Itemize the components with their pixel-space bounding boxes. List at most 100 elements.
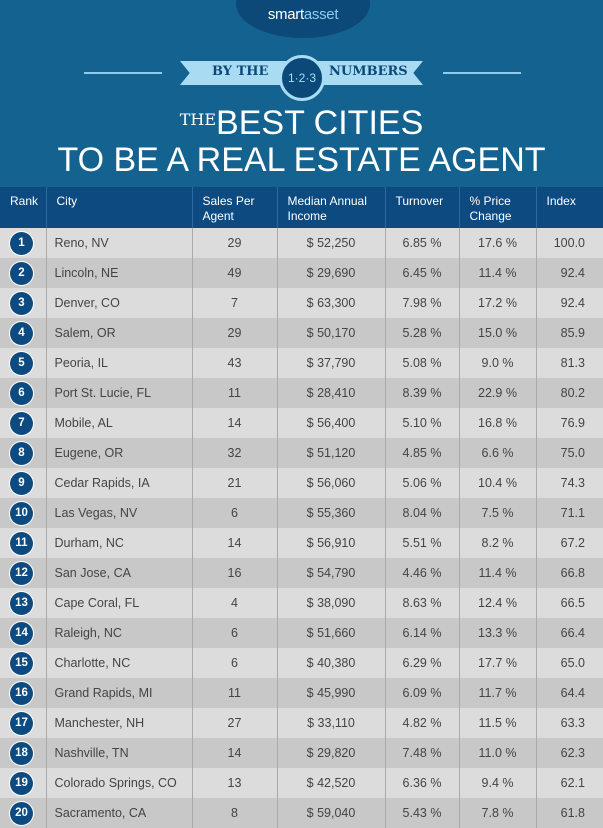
cell-index: 92.4 <box>535 288 603 318</box>
cell-sales-per-agent: 6 <box>191 648 277 678</box>
cell-price-change-text: 12.4 % <box>478 596 517 610</box>
rank-badge: 11 <box>10 531 33 555</box>
cell-price-change: 10.4 % <box>458 468 536 498</box>
cell-sales-per-agent-text: 27 <box>227 716 242 730</box>
table-row: 8 Eugene, OR 32 $ 51,120 4.85 % 6.6 % 75.0 <box>0 438 603 468</box>
table-row: 16 Grand Rapids, MI 11 $ 45,990 6.09 % 11.7 %… <box>0 678 603 708</box>
rank-badge: 3 <box>10 291 33 315</box>
cell-index: 63.3 <box>535 708 603 738</box>
cell-sales-per-agent-text: 49 <box>227 266 242 280</box>
cell-price-change-text: 7.8 % <box>481 806 514 820</box>
cell-price-change: 17.6 % <box>458 228 536 258</box>
cell-turnover: 7.98 % <box>384 288 459 318</box>
logo-asset: asset <box>303 6 339 23</box>
cell-turnover-text: 6.14 % <box>402 626 442 640</box>
cell-index: 76.9 <box>535 408 603 438</box>
rank-badge: 5 <box>10 351 33 375</box>
cell-turnover: 5.10 % <box>384 408 459 438</box>
cell-median-income-text: $ 38,090 <box>306 596 356 610</box>
cell-index-text: 100.0 <box>553 236 585 250</box>
numbers-badge: 1·2·3 <box>279 55 325 101</box>
cell-turnover-text: 5.10 % <box>402 416 442 430</box>
logo-smart: smart <box>267 6 304 23</box>
header-turnover: Turnover <box>384 187 459 228</box>
table-row: 2 Lincoln, NE 49 $ 29,690 6.45 % 11.4 % 92.4 <box>0 258 603 288</box>
rank-badge: 7 <box>10 411 33 435</box>
cell-price-change-text: 11.5 % <box>478 716 517 730</box>
cell-price-change-text: 7.5 % <box>481 506 514 520</box>
cell-median-income-text: $ 40,380 <box>306 656 356 670</box>
rank-badge: 17 <box>10 711 33 735</box>
cell-price-change-text: 6.6 % <box>481 446 514 460</box>
cell-turnover: 5.51 % <box>384 528 459 558</box>
cell-sales-per-agent: 29 <box>191 228 277 258</box>
cell-price-change-text: 8.2 % <box>481 536 514 550</box>
cell-price-change-text: 13.3 % <box>478 626 517 640</box>
rank-badge: 18 <box>10 741 33 765</box>
cell-rank: 2 <box>0 258 46 288</box>
cell-median-income: $ 40,380 <box>276 648 385 678</box>
table-row: 19 Colorado Springs, CO 13 $ 42,520 6.36 % 9.… <box>0 768 603 798</box>
cell-rank: 1 <box>0 228 46 258</box>
rank-badge: 16 <box>10 681 33 705</box>
cell-price-change: 11.4 % <box>458 258 536 288</box>
cell-median-income: $ 45,990 <box>276 678 385 708</box>
cell-index-text: 61.8 <box>560 806 585 820</box>
cell-index-text: 74.3 <box>560 476 585 490</box>
table-row: 9 Cedar Rapids, IA 21 $ 56,060 5.06 % 10.4 % 7… <box>0 468 603 498</box>
cell-turnover-text: 5.08 % <box>402 356 442 370</box>
cell-median-income: $ 54,790 <box>276 558 385 588</box>
cell-median-income-text: $ 29,820 <box>306 746 356 760</box>
cell-rank: 15 <box>0 648 46 678</box>
cell-turnover-text: 5.43 % <box>402 806 442 820</box>
cell-price-change: 17.7 % <box>458 648 536 678</box>
cell-turnover: 4.46 % <box>384 558 459 588</box>
rank-badge: 12 <box>10 561 33 585</box>
rankings-table: Rank City Sales Per Agent Median Annual … <box>0 187 603 828</box>
table-row: 5 Peoria, IL 43 $ 37,790 5.08 % 9.0 % 81.3 <box>0 348 603 378</box>
cell-sales-per-agent: 6 <box>191 618 277 648</box>
cell-city-text: Cape Coral, FL <box>54 596 140 610</box>
cell-index-text: 76.9 <box>560 416 585 430</box>
rank-badge: 14 <box>10 621 33 645</box>
cell-sales-per-agent-text: 13 <box>227 776 242 790</box>
cell-price-change: 7.5 % <box>458 498 536 528</box>
cell-index: 75.0 <box>535 438 603 468</box>
cell-city: Colorado Springs, CO <box>45 768 192 798</box>
cell-median-income: $ 50,170 <box>276 318 385 348</box>
cell-sales-per-agent: 16 <box>191 558 277 588</box>
cell-index-text: 65.0 <box>560 656 585 670</box>
cell-city-text: Mobile, AL <box>54 416 113 430</box>
table-row: 13 Cape Coral, FL 4 $ 38,090 8.63 % 12.4 % 66.… <box>0 588 603 618</box>
table-header-row: Rank City Sales Per Agent Median Annual … <box>0 187 603 228</box>
cell-median-income-text: $ 28,410 <box>306 386 356 400</box>
cell-price-change: 13.3 % <box>458 618 536 648</box>
cell-sales-per-agent: 4 <box>191 588 277 618</box>
cell-median-income-text: $ 54,790 <box>306 566 356 580</box>
cell-city-text: Durham, NC <box>54 536 124 550</box>
cell-index: 100.0 <box>535 228 603 258</box>
cell-median-income-text: $ 37,790 <box>306 356 356 370</box>
cell-city: Eugene, OR <box>45 438 192 468</box>
table-row: 18 Nashville, TN 14 $ 29,820 7.48 % 11.0 % 62.… <box>0 738 603 768</box>
divider-right <box>443 72 521 74</box>
cell-median-income-text: $ 33,110 <box>307 716 355 730</box>
cell-rank: 13 <box>0 588 46 618</box>
cell-index-text: 67.2 <box>560 536 585 550</box>
cell-city: Sacramento, CA <box>45 798 192 828</box>
table-row: 1 Reno, NV 29 $ 52,250 6.85 % 17.6 % 100.0 <box>0 228 603 258</box>
cell-rank: 11 <box>0 528 46 558</box>
cell-sales-per-agent-text: 43 <box>227 356 242 370</box>
cell-median-income: $ 51,660 <box>276 618 385 648</box>
cell-sales-per-agent: 7 <box>191 288 277 318</box>
cell-index-text: 62.1 <box>560 776 585 790</box>
header-city: City <box>45 187 192 228</box>
cell-median-income: $ 42,520 <box>276 768 385 798</box>
cell-median-income: $ 56,060 <box>276 468 385 498</box>
table-row: 7 Mobile, AL 14 $ 56,400 5.10 % 16.8 % 76.9 <box>0 408 603 438</box>
cell-turnover: 5.06 % <box>384 468 459 498</box>
cell-index-text: 80.2 <box>560 386 585 400</box>
cell-city: Peoria, IL <box>45 348 192 378</box>
cell-price-change-text: 10.4 % <box>478 476 517 490</box>
cell-median-income: $ 37,790 <box>276 348 385 378</box>
